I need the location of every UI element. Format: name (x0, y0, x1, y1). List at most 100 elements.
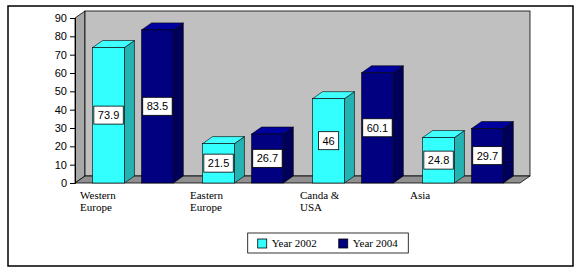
data-label: 83.5 (147, 100, 168, 112)
chart: 010203040506070809073.983.521.526.74660.… (0, 0, 581, 273)
y-tick-label: 30 (55, 122, 67, 134)
legend-label: Year 2004 (353, 237, 399, 249)
bar-top (93, 41, 135, 48)
bar-front (93, 48, 125, 183)
y-tick-label: 90 (55, 12, 67, 24)
y-tick-mark (70, 110, 75, 111)
bar-top (252, 127, 294, 134)
y-tick-mark (70, 165, 75, 166)
bar-top (423, 131, 465, 138)
y-tick-mark (70, 128, 75, 129)
legend-label: Year 2002 (272, 237, 317, 249)
y-tick-label: 40 (55, 104, 67, 116)
data-label-box (318, 132, 338, 150)
y-tick: 50 (55, 85, 75, 97)
y-tick-mark (70, 146, 75, 147)
data-labels: 73.983.521.526.74660.124.829.7 (94, 97, 502, 172)
y-tick-label: 50 (55, 85, 67, 97)
bar (313, 92, 355, 183)
bar-top (472, 122, 514, 129)
bar (362, 66, 404, 183)
data-label-group: 24.8 (424, 151, 453, 169)
data-label-box (143, 97, 172, 115)
data-label-box (204, 154, 233, 172)
y-tick: 20 (55, 140, 75, 152)
data-label: 46 (322, 135, 334, 147)
bar-side (173, 23, 183, 183)
x-tick-label-line: Asia (410, 189, 430, 201)
x-tick-label-line: Eastern (190, 189, 223, 201)
data-label-group: 83.5 (143, 97, 172, 115)
bar-side (124, 41, 134, 183)
data-label: 73.9 (98, 109, 119, 121)
data-label-box (94, 106, 123, 124)
legend-item: Year 2002 (258, 237, 317, 249)
y-tick-mark (70, 55, 75, 56)
bar-front (142, 30, 174, 183)
y-tick: 0 (61, 177, 75, 189)
x-tick-label-line: Western (80, 189, 116, 201)
data-label-box (253, 149, 282, 167)
bar-side (234, 137, 244, 183)
y-tick-mark (70, 91, 75, 92)
data-label: 26.7 (257, 152, 278, 164)
legend: Year 2002 Year 2004 (248, 233, 409, 253)
data-label: 60.1 (367, 122, 388, 134)
data-label-group: 46 (318, 132, 338, 150)
y-tick-mark (70, 18, 75, 19)
y-tick-label: 20 (55, 140, 67, 152)
x-tick-label-line: Europe (190, 201, 222, 213)
y-tick: 30 (55, 122, 75, 134)
x-tick-label-line: USA (300, 201, 322, 213)
data-label-group: 29.7 (473, 147, 502, 165)
bar-side (454, 131, 464, 183)
data-label: 29.7 (477, 150, 498, 162)
bar-top (313, 92, 355, 99)
bar (142, 23, 184, 183)
x-tick: EasternEurope (190, 189, 243, 213)
y-tick-label: 70 (55, 49, 67, 61)
bar-side (503, 122, 513, 183)
bar-top (203, 137, 245, 144)
data-label-box (363, 119, 392, 137)
side-wall (75, 11, 85, 183)
bar-front (252, 134, 284, 183)
bar-front (362, 73, 394, 183)
y-tick-mark (70, 36, 75, 37)
bar-front (313, 99, 345, 183)
x-tick: WesternEurope (80, 189, 133, 213)
x-tick-label: Asia (410, 189, 430, 201)
frame (8, 6, 573, 266)
bar (93, 41, 135, 183)
legend-frame (248, 233, 409, 253)
y-tick-mark (70, 73, 75, 74)
data-label-group: 73.9 (94, 106, 123, 124)
data-label-group: 60.1 (363, 119, 392, 137)
y-tick: 40 (55, 104, 75, 116)
legend-swatch (258, 239, 267, 248)
bar-side (344, 92, 354, 183)
x-tick: Asia (410, 189, 463, 201)
legend-swatch (339, 239, 348, 248)
x-tick-label-line: Canda & (300, 189, 340, 201)
bar-top (142, 23, 184, 30)
bar (203, 137, 245, 183)
bar-top (362, 66, 404, 73)
bar (472, 122, 514, 183)
data-label: 24.8 (428, 154, 449, 166)
y-tick-mark (70, 183, 75, 184)
x-axis: WesternEuropeEasternEuropeCanda &USAAsia (80, 189, 463, 213)
data-label-box (424, 151, 453, 169)
x-tick-label: Canda &USA (300, 189, 340, 213)
data-label-box (473, 147, 502, 165)
x-tick-label: EasternEurope (190, 189, 223, 213)
bars (93, 23, 514, 183)
bar (252, 127, 294, 183)
bar-front (472, 129, 504, 183)
data-label-group: 26.7 (253, 149, 282, 167)
y-tick: 60 (55, 67, 75, 79)
bar-front (203, 144, 235, 183)
y-tick-label: 60 (55, 67, 67, 79)
legend-item: Year 2004 (339, 237, 399, 249)
y-tick-label: 0 (61, 177, 67, 189)
